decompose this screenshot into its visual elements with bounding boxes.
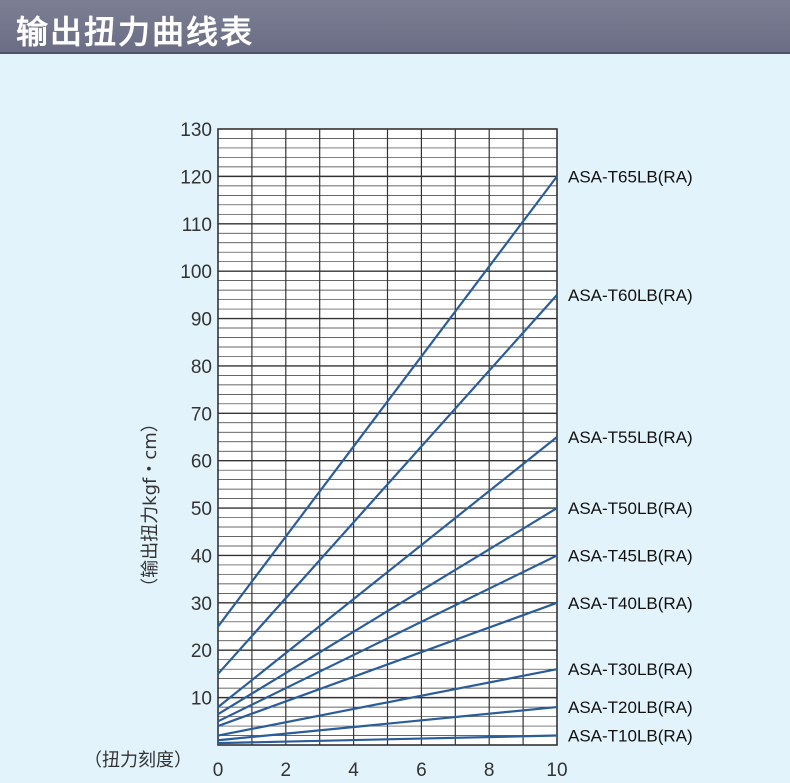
x-tick-label: 4 (348, 760, 359, 781)
series-line (217, 507, 558, 716)
y-tick-label: 110 (182, 215, 212, 236)
series-line (217, 175, 558, 628)
series-label: ASA-T55LB(RA) (568, 428, 693, 447)
y-tick-label: 80 (191, 357, 212, 378)
series-line (217, 294, 558, 675)
series-label: ASA-T60LB(RA) (568, 286, 693, 305)
y-tick-label: 100 (180, 262, 212, 283)
series-line (217, 734, 558, 745)
x-tick-label: 2 (281, 760, 292, 781)
series-label: ASA-T30LB(RA) (568, 660, 693, 679)
series-line (217, 668, 558, 737)
page-header: 输出扭力曲线表 (0, 0, 790, 54)
series-line (217, 436, 558, 708)
series-label: ASA-T20LB(RA) (568, 698, 693, 717)
series-line (217, 705, 558, 742)
page-title: 输出扭力曲线表 (16, 13, 255, 51)
y-tick-label: 130 (180, 120, 212, 141)
x-tick-label: 6 (416, 760, 427, 781)
series-label: ASA-T10LB(RA) (568, 727, 693, 746)
series-line (217, 554, 558, 723)
series-label: ASA-T50LB(RA) (568, 499, 693, 518)
y-tick-label: 70 (191, 404, 212, 425)
y-tick-label: 50 (191, 499, 212, 520)
y-tick-label: 30 (191, 594, 212, 615)
y-tick-label: 10 (191, 689, 212, 710)
x-axis-title: （扭力刻度） (84, 750, 192, 771)
series-line (217, 601, 558, 728)
y-tick-label: 60 (191, 452, 212, 473)
y-tick-label: 90 (191, 310, 212, 331)
series-label: ASA-T40LB(RA) (568, 594, 693, 613)
series-label: ASA-T65LB(RA) (568, 167, 693, 186)
x-tick-label: 0 (213, 760, 224, 781)
y-tick-label: 120 (180, 167, 212, 188)
x-tick-label: 8 (484, 760, 495, 781)
y-axis-title: （输出扭力kgf・cm） (140, 414, 161, 596)
y-tick-label: 20 (191, 641, 212, 662)
series-label: ASA-T45LB(RA) (568, 546, 693, 565)
x-tick-label: 10 (546, 760, 567, 781)
y-tick-label: 40 (191, 546, 212, 567)
